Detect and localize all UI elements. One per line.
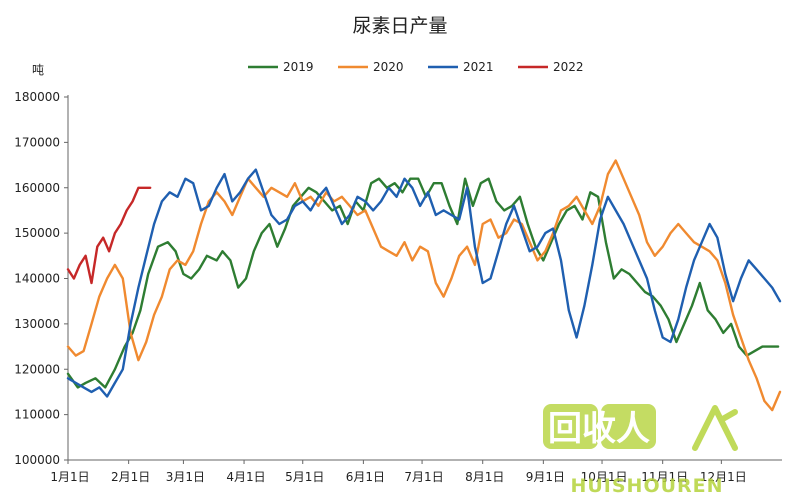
y-tick-label: 170000 [14, 135, 60, 149]
watermark-logo: 回收人 HUISHOUREN [543, 404, 738, 497]
watermark-primary-text: 回收人 [548, 409, 650, 449]
x-tick-label: 7月1日 [404, 470, 443, 484]
legend: 2019 2020 2021 2022 [248, 60, 584, 74]
x-tick-label: 4月1日 [226, 470, 265, 484]
y-tick-label: 160000 [14, 181, 60, 195]
x-tick-label: 10月1日 [581, 470, 628, 484]
series-line-2019 [66, 177, 780, 389]
x-axis: 1月1日 2月1日 3月1日 4月1日 5月1日 6月1日 7月1日 8月1日 9月1日 10月1… [50, 460, 747, 484]
series-lines [66, 159, 782, 412]
y-tick-label: 100000 [14, 453, 60, 467]
y-tick-label: 140000 [14, 272, 60, 286]
y-tick-label: 120000 [14, 362, 60, 376]
x-tick-label: 11月1日 [641, 470, 688, 484]
series-line-2022 [66, 186, 152, 285]
y-tick-label: 130000 [14, 317, 60, 331]
x-tick-label: 6月1日 [346, 470, 385, 484]
legend-label-2022: 2022 [553, 60, 584, 74]
legend-label-2019: 2019 [283, 60, 314, 74]
y-axis: 100000 110000 120000 130000 140000 150000 1600… [14, 90, 68, 467]
y-axis-unit: 吨 [32, 63, 44, 77]
legend-label-2021: 2021 [463, 60, 494, 74]
y-tick-label: 150000 [14, 226, 60, 240]
watermark-secondary-text: HUISHOUREN [570, 475, 723, 497]
x-tick-label: 8月1日 [465, 470, 504, 484]
watermark-person-icon [692, 405, 738, 451]
x-tick-label: 1月1日 [50, 470, 89, 484]
series-line-2021 [66, 168, 782, 398]
x-tick-label: 5月1日 [285, 470, 324, 484]
chart-title: 尿素日产量 [352, 15, 447, 37]
x-tick-label: 12月1日 [700, 470, 747, 484]
series-line-2020 [66, 159, 782, 412]
y-tick-label: 180000 [14, 90, 60, 104]
x-tick-label: 2月1日 [111, 470, 150, 484]
legend-label-2020: 2020 [373, 60, 404, 74]
x-tick-label: 3月1日 [166, 470, 205, 484]
y-tick-label: 110000 [14, 408, 60, 422]
x-tick-label: 9月1日 [526, 470, 565, 484]
